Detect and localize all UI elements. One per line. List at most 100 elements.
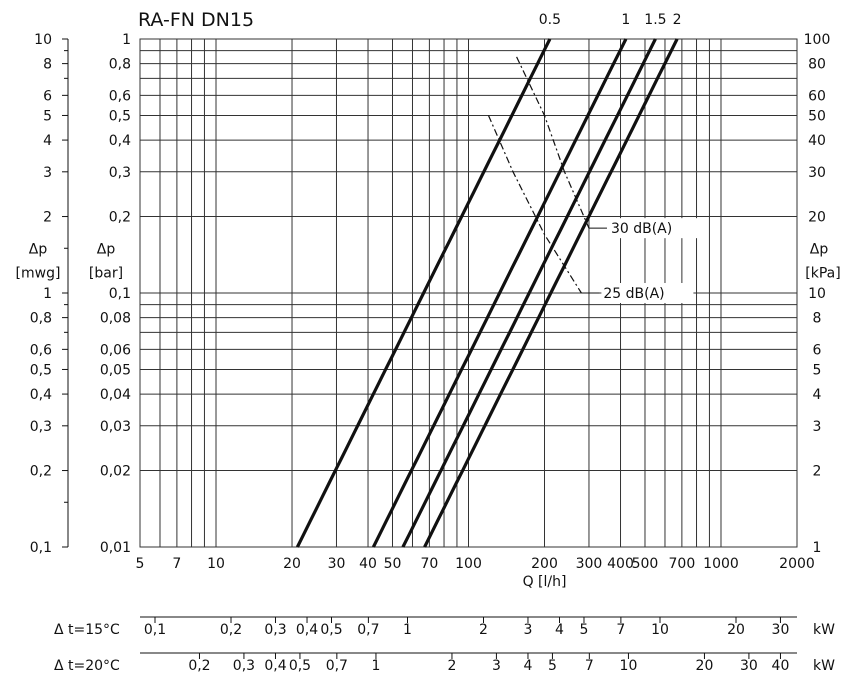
kpa-tick-label: 4	[813, 387, 822, 403]
x-tick-label: 20	[283, 556, 301, 572]
bar-tick-label: 0,01	[100, 540, 131, 556]
noise-label-bg	[601, 283, 694, 303]
mwg-tick-label: 0,3	[30, 419, 52, 435]
kpa-tick-label: 2	[813, 464, 822, 480]
mwg-tick-label: 2	[43, 210, 52, 226]
kw-scale-15-label: 10	[651, 622, 669, 638]
kpa-tick-label: 6	[813, 342, 822, 358]
x-axis-label: Q [l/h]	[523, 574, 567, 590]
kv-line-1	[371, 38, 628, 548]
bar-tick-label: 0,05	[100, 362, 131, 378]
mwg-axis-label: Δp	[29, 241, 48, 257]
x-tick-label: 300	[576, 556, 603, 572]
x-tick-label: 100	[455, 556, 482, 572]
kw-scale-15-label: 0,1	[144, 622, 166, 638]
kw-scale-15-title: Δ t=15°C	[54, 622, 120, 638]
kw-scale-15-unit: kW	[813, 622, 835, 638]
kv-lines: 0.5 1 1.5 2	[295, 12, 682, 548]
kw-scale-20-label: 10	[620, 658, 638, 674]
kw-scales: 0,1 0,2 0,3 0,4 0,5 0,7 1 2 3 4 5 7 10 20 30Δ t=15°C kW…	[54, 616, 835, 674]
kpa-tick-label: 20	[808, 210, 826, 226]
x-tick-label: 50	[384, 556, 402, 572]
bar-tick-label: 0,5	[109, 108, 131, 124]
mwg-tick-label: 3	[43, 165, 52, 181]
x-tick-label: 7	[172, 556, 181, 572]
kv-line-label: 1	[621, 12, 630, 28]
noise-label-bg	[608, 218, 701, 239]
kw-scale-15-label: 0,5	[320, 622, 342, 638]
x-tick-label: 70	[420, 556, 438, 572]
kw-scale-20-label: 30	[740, 658, 758, 674]
kpa-tick-label: 1	[813, 540, 822, 556]
kv-line-label: 0.5	[539, 12, 561, 28]
kw-scale-15-label: 30	[772, 622, 790, 638]
kw-scale-20-label: 0,4	[264, 658, 286, 674]
x-tick-label: 700	[669, 556, 696, 572]
kw-scale-15-label: 0,2	[220, 622, 242, 638]
bar-tick-label: 0,4	[109, 133, 131, 149]
kw-scale-20-label: 0,7	[326, 658, 348, 674]
kw-scale-15-label: 3	[524, 622, 533, 638]
kv-line-label: 2	[673, 12, 682, 28]
mwg-tick-label: 8	[43, 57, 52, 73]
kw-scale-20-label: 0,5	[289, 658, 311, 674]
mwg-tick-label: 6	[43, 88, 52, 104]
bar-tick-label: 0,03	[100, 419, 131, 435]
mwg-tick-label: 0,2	[30, 464, 52, 480]
kw-scale-20-label: 0,3	[233, 658, 255, 674]
kv-line-1-5	[401, 38, 657, 548]
kw-scale-20-label: 40	[772, 658, 790, 674]
kpa-tick-label: 60	[808, 88, 826, 104]
kw-scale-15-label: 20	[727, 622, 745, 638]
kpa-tick-label: 80	[808, 57, 826, 73]
kw-scale-20-label: 0,2	[188, 658, 210, 674]
kpa-tick-label: 30	[808, 165, 826, 181]
kw-scale-15-label: 0,7	[357, 622, 379, 638]
kw-scale-15-label: 7	[616, 622, 625, 638]
mwg-tick-label: 0,6	[30, 342, 52, 358]
kpa-tick-label: 40	[808, 133, 826, 149]
bar-tick-label: 0,8	[109, 57, 131, 73]
x-tick-label: 400	[607, 556, 634, 572]
kw-scale-20-unit: kW	[813, 658, 835, 674]
x-tick-label: 2000	[779, 556, 815, 572]
mwg-axis-unit: [mwg]	[16, 265, 61, 281]
kw-scale-15-label: 2	[479, 622, 488, 638]
noise-line-label: 30 dB(A)	[611, 221, 672, 237]
grid	[139, 38, 798, 548]
kw-scale-15-label: 1	[403, 622, 412, 638]
kw-scale-20-label: 5	[548, 658, 557, 674]
kw-scale-20-label: 2	[448, 658, 457, 674]
mwg-tick-label: 4	[43, 133, 52, 149]
kw-scale-20-label: 20	[696, 658, 714, 674]
kw-scale-15-label: 0,4	[296, 622, 318, 638]
bar-tick-label: 0,1	[109, 286, 131, 302]
noise-line	[487, 115, 582, 294]
mwg-tick-label: 0,5	[30, 362, 52, 378]
bar-tick-label: 1	[122, 32, 131, 48]
kpa-axis-unit: [kPa]	[805, 265, 840, 281]
kw-scale-20-label: 1	[371, 658, 380, 674]
kpa-tick-label: 3	[813, 419, 822, 435]
noise-lines: 30 dB(A) 25 dB(A)	[487, 56, 701, 303]
x-tick-label: 30	[328, 556, 346, 572]
bar-tick-label: 0,2	[109, 210, 131, 226]
chart-title: RA-FN DN15	[138, 9, 254, 31]
kw-scale-15-label: 0,3	[264, 622, 286, 638]
x-tick-label: 5	[136, 556, 145, 572]
kw-scale-20-title: Δ t=20°C	[54, 658, 120, 674]
kpa-tick-label: 50	[808, 108, 826, 124]
noise-line	[516, 56, 590, 229]
kv-line-label: 1.5	[644, 12, 666, 28]
x-tick-label: 200	[531, 556, 558, 572]
kpa-tick-label: 10	[808, 286, 826, 302]
bar-axis-unit: [bar]	[89, 265, 123, 281]
mwg-tick-label: 0,8	[30, 311, 52, 327]
kw-scale-20-label: 4	[524, 658, 533, 674]
plot-frame	[139, 38, 798, 548]
kw-scale-20-label: 7	[585, 658, 594, 674]
mwg-tick-label: 0,4	[30, 387, 52, 403]
x-tick-label: 40	[359, 556, 377, 572]
kw-scale-15-label: 4	[555, 622, 564, 638]
